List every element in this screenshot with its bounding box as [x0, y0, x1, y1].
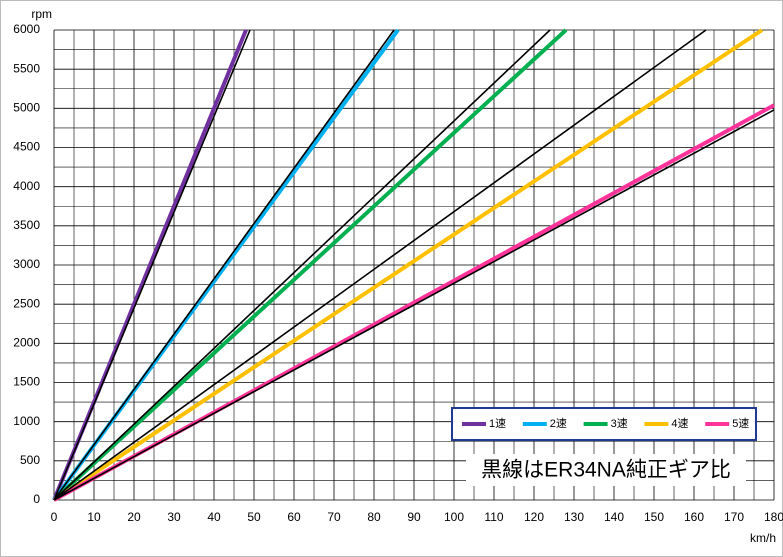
legend-label: 2速 — [550, 417, 567, 430]
x-tick-label: 60 — [287, 510, 301, 524]
x-tick-label: 130 — [564, 510, 584, 524]
legend-label: 3速 — [611, 417, 628, 430]
y-tick-label: 5000 — [13, 101, 40, 115]
y-tick-label: 3000 — [13, 257, 40, 271]
legend-label: 5速 — [732, 417, 749, 430]
y-tick-label: 1500 — [13, 375, 40, 389]
legend-label: 1速 — [489, 417, 506, 430]
y-tick-label: 4500 — [13, 140, 40, 154]
x-tick-label: 10 — [87, 510, 101, 524]
y-tick-label: 3500 — [13, 218, 40, 232]
legend-label: 4速 — [671, 417, 688, 430]
y-tick-label: 2000 — [13, 336, 40, 350]
x-tick-label: 100 — [444, 510, 464, 524]
series-line — [52, 28, 764, 502]
reference-line — [53, 29, 251, 501]
y-tick-label: 1000 — [13, 414, 40, 428]
y-tick-label: 4000 — [13, 179, 40, 193]
y-axis-label: rpm — [31, 7, 52, 21]
y-tick-label: 5500 — [13, 61, 40, 75]
x-tick-label: 150 — [644, 510, 664, 524]
annotation: 黒線はER34NA純正ギア比 — [481, 459, 731, 482]
x-tick-label: 80 — [367, 510, 381, 524]
x-tick-label: 120 — [524, 510, 544, 524]
reference-line — [53, 109, 775, 501]
x-tick-label: 140 — [604, 510, 624, 524]
x-tick-label: 0 — [51, 510, 58, 524]
x-tick-label: 40 — [207, 510, 221, 524]
x-tick-label: 20 — [127, 510, 141, 524]
x-tick-label: 90 — [407, 510, 421, 524]
x-tick-label: 110 — [484, 510, 503, 524]
y-tick-label: 2500 — [13, 296, 40, 310]
x-tick-label: 170 — [724, 510, 744, 524]
x-tick-label: 160 — [684, 510, 704, 524]
annotation-box — [466, 454, 746, 486]
x-tick-label: 50 — [247, 510, 261, 524]
y-tick-label: 500 — [20, 453, 40, 467]
y-tick-label: 6000 — [13, 22, 40, 36]
x-axis-label: km/h — [750, 531, 776, 545]
reference-line — [53, 29, 707, 501]
y-tick-label: 0 — [33, 492, 40, 506]
x-tick-label: 180 — [764, 510, 783, 524]
reference-line — [53, 29, 551, 501]
x-tick-label: 70 — [327, 510, 341, 524]
reference-line — [53, 29, 395, 501]
x-tick-label: 30 — [167, 510, 181, 524]
series-line — [52, 28, 568, 502]
